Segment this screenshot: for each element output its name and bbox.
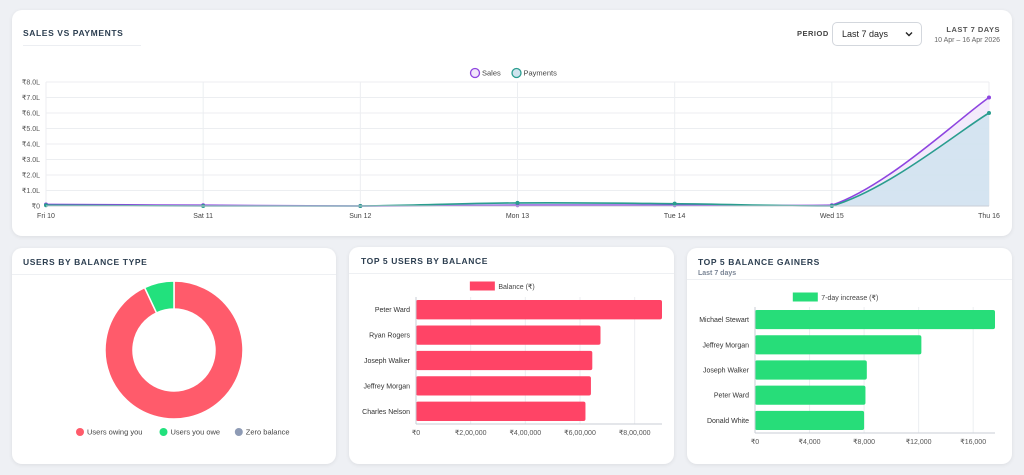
y-tick-label: ₹7.0L xyxy=(22,94,40,102)
category-label: Joseph Walker xyxy=(703,368,750,375)
x-tick-label: ₹0 xyxy=(412,429,420,437)
x-tick-label: ₹4,00,000 xyxy=(509,429,541,437)
legend-swatch xyxy=(511,67,522,79)
x-tick-label: ₹6,00,000 xyxy=(564,429,596,437)
x-tick-label: ₹16,000 xyxy=(960,438,986,446)
legend-swatch xyxy=(234,428,243,436)
card-title: USERS BY BALANCE TYPE xyxy=(23,257,148,267)
legend-label: Zero balance xyxy=(246,428,290,437)
balance-gainers-bar-chart: ₹0 ₹4,000 ₹8,000 ₹12,000 ₹16,000 Michael Stew… xyxy=(699,292,995,446)
sales-payments-chart: ₹0 ₹1.0L ₹2.0L ₹3.0L ₹4.0L ₹5.0L ₹6.0L ₹7.0L ₹8.… xyxy=(22,67,1000,220)
bar xyxy=(755,360,867,380)
legend-label: Sales xyxy=(482,69,501,78)
bar xyxy=(755,310,995,330)
category-label: Joseph Walker xyxy=(364,358,411,365)
data-point xyxy=(44,203,48,208)
card-subtitle: Last 7 days xyxy=(698,270,737,277)
x-tick-label: ₹8,000 xyxy=(853,438,875,446)
legend-label: Users you owe xyxy=(171,428,221,437)
top-balance-gainers-card: TOP 5 BALANCE GAINERS Last 7 days ₹0 ₹4,0… xyxy=(687,248,1012,464)
data-point xyxy=(987,95,991,100)
data-point xyxy=(672,201,677,206)
period-label: PERIOD xyxy=(797,29,829,38)
users-by-balance-type-card: USERS BY BALANCE TYPE Users owing you Use… xyxy=(12,248,336,464)
x-tick-label: Tue 14 xyxy=(664,213,686,220)
legend-swatch xyxy=(159,428,168,436)
bar xyxy=(416,376,591,396)
card-header xyxy=(12,248,336,275)
x-tick-label: ₹0 xyxy=(751,438,759,446)
card-title: TOP 5 USERS BY BALANCE xyxy=(361,256,489,266)
legend-swatch xyxy=(469,67,481,79)
legend-label: Payments xyxy=(524,69,558,78)
card-title-wrap: SALES VS PAYMENTS xyxy=(23,28,141,46)
legend-label: Balance (₹) xyxy=(498,283,534,291)
x-tick-label: Wed 15 xyxy=(820,213,844,220)
bar xyxy=(416,325,601,345)
x-tick-label: ₹2,00,000 xyxy=(455,429,487,437)
card-title: TOP 5 BALANCE GAINERS xyxy=(698,257,820,267)
legend-label: Users owing you xyxy=(87,428,142,437)
category-label: Michael Stewart xyxy=(699,317,749,324)
period-select-value: Last 7 days xyxy=(842,29,889,39)
y-tick-label: ₹4.0L xyxy=(22,141,40,149)
bar xyxy=(416,300,662,320)
x-tick-label: Mon 13 xyxy=(506,213,529,220)
legend-label: 7-day increase (₹) xyxy=(821,294,878,302)
x-tick-label: ₹12,000 xyxy=(906,438,932,446)
bar xyxy=(416,350,593,371)
y-tick-label: ₹6.0L xyxy=(22,110,40,118)
category-label: Peter Ward xyxy=(714,393,749,400)
x-tick-label: Thu 16 xyxy=(978,213,1000,220)
x-tick-label: Sat 11 xyxy=(193,213,213,220)
category-label: Charles Nelson xyxy=(362,409,410,416)
x-tick-label: ₹8,00,000 xyxy=(619,429,651,437)
card-header xyxy=(687,248,1012,280)
series-area xyxy=(46,113,989,206)
card-title: SALES VS PAYMENTS xyxy=(23,28,124,38)
y-tick-label: ₹5.0L xyxy=(22,125,40,133)
y-tick-label: ₹1.0L xyxy=(22,187,40,195)
top-users-by-balance-card: TOP 5 USERS BY BALANCE ₹0 ₹2,00,000 ₹4,00,… xyxy=(349,247,674,464)
data-point xyxy=(515,200,520,205)
balance-type-donut-chart: Users owing you Users you owe Zero balance xyxy=(76,280,290,437)
bar xyxy=(755,385,866,405)
range-title: LAST 7 DAYS xyxy=(946,25,1000,34)
bar xyxy=(416,401,586,421)
y-tick-label: ₹2.0L xyxy=(22,172,40,180)
legend-swatch xyxy=(469,281,495,291)
data-point xyxy=(987,111,991,115)
card-heading: TOP 5 BALANCE GAINERS Last 7 days xyxy=(698,257,820,277)
legend-swatch xyxy=(792,292,818,302)
x-tick-label: ₹4,000 xyxy=(799,438,821,446)
category-label: Ryan Rogers xyxy=(369,333,410,340)
donut-slice xyxy=(143,280,175,314)
period-select[interactable]: Last 7 days xyxy=(832,22,922,46)
y-tick-label: ₹8.0L xyxy=(22,79,40,87)
category-label: Jeffrey Morgan xyxy=(702,342,749,349)
donut-slice xyxy=(104,280,244,420)
legend-swatch xyxy=(76,428,84,436)
x-tick-label: Sun 12 xyxy=(349,213,371,220)
y-tick-label: ₹0 xyxy=(32,203,40,211)
x-tick-label: Fri 10 xyxy=(37,213,55,220)
category-label: Peter Ward xyxy=(375,307,410,314)
sales-vs-payments-card: SALES VS PAYMENTS PERIOD Last 7 days LAS… xyxy=(12,10,1012,236)
y-tick-label: ₹3.0L xyxy=(22,156,40,164)
category-label: Donald White xyxy=(707,418,749,425)
bar xyxy=(755,335,922,355)
range-dates: 10 Apr – 16 Apr 2026 xyxy=(934,37,1000,44)
card-header xyxy=(349,247,674,274)
category-label: Jeffrey Morgan xyxy=(363,383,410,390)
top-users-bar-chart: ₹0 ₹2,00,000 ₹4,00,000 ₹6,00,000 ₹8,00,000 Pe… xyxy=(362,281,662,437)
bar xyxy=(755,410,865,430)
range-info: LAST 7 DAYS 10 Apr – 16 Apr 2026 xyxy=(934,25,1000,44)
chevron-down-icon xyxy=(905,32,913,37)
